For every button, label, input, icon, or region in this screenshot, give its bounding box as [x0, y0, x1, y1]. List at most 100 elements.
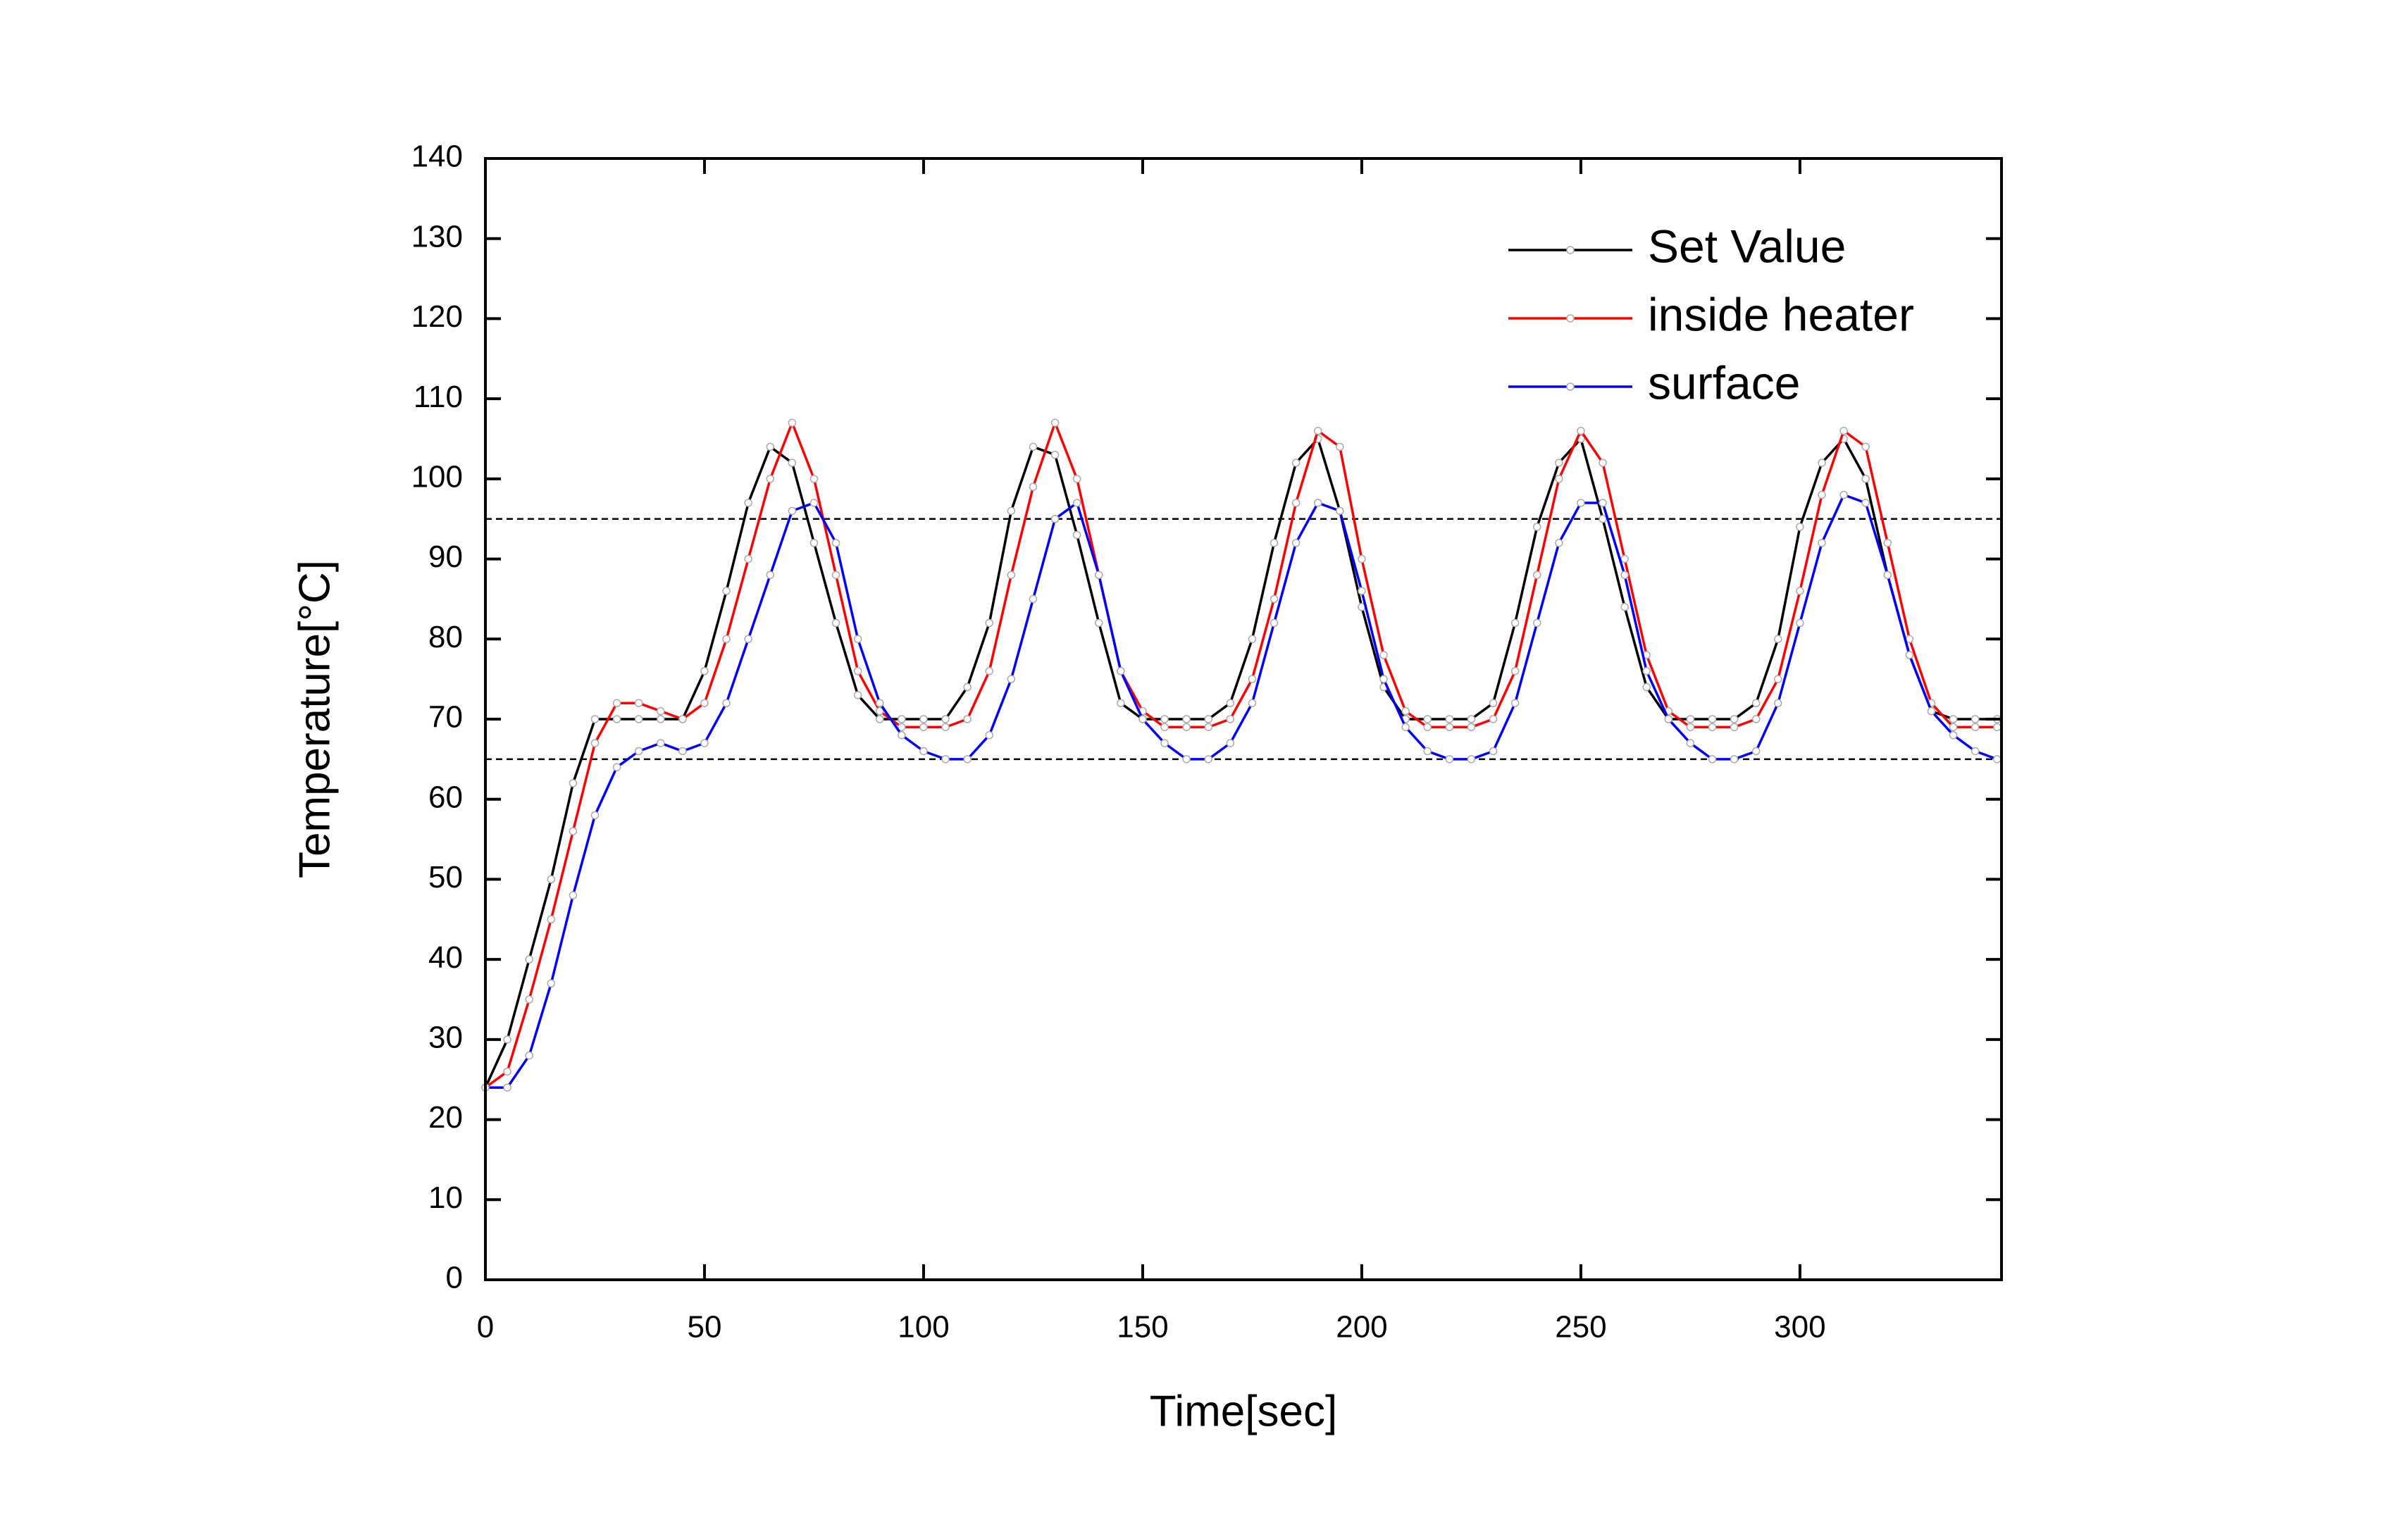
data-point — [1226, 699, 1235, 708]
data-point — [963, 683, 972, 692]
x-tick-label: 100 — [898, 1310, 949, 1345]
data-point — [853, 667, 862, 675]
data-point — [1751, 699, 1761, 708]
data-point — [1160, 739, 1169, 747]
data-point — [634, 715, 643, 723]
y-tick-label: 60 — [428, 780, 463, 814]
data-point — [1510, 699, 1520, 708]
data-point — [963, 715, 972, 723]
data-point — [1730, 723, 1739, 732]
data-point — [612, 715, 621, 723]
data-point — [1774, 699, 1782, 708]
data-point — [919, 723, 928, 732]
data-point — [876, 715, 884, 723]
data-point — [1642, 667, 1651, 675]
data-point — [1270, 594, 1279, 604]
data-point — [831, 539, 840, 547]
data-point — [1117, 699, 1125, 708]
data-point — [1620, 603, 1629, 611]
data-point — [678, 715, 687, 723]
data-point — [700, 667, 709, 675]
data-point — [1401, 706, 1410, 716]
data-point — [1751, 715, 1761, 723]
data-point — [722, 635, 731, 644]
data-point — [1861, 475, 1870, 483]
data-point — [1226, 739, 1235, 747]
data-point — [525, 995, 533, 1004]
data-point — [1050, 450, 1060, 459]
legend-marker — [1566, 246, 1575, 254]
data-point — [1095, 571, 1103, 580]
data-point — [1467, 755, 1476, 764]
data-point — [1905, 651, 1914, 659]
data-point — [700, 739, 709, 747]
data-point — [1248, 699, 1257, 708]
data-point — [853, 691, 862, 699]
data-point — [1226, 715, 1235, 723]
data-point — [941, 755, 950, 764]
data-point — [1248, 675, 1257, 683]
data-point — [1510, 618, 1520, 628]
series-line — [484, 436, 1997, 1088]
data-point — [985, 667, 994, 675]
data-point — [547, 875, 556, 884]
data-point — [525, 955, 533, 964]
data-point — [657, 715, 665, 723]
data-point — [569, 827, 578, 835]
data-point — [1204, 715, 1212, 723]
data-point — [898, 730, 906, 740]
data-point — [876, 699, 884, 708]
data-point — [678, 747, 687, 756]
data-point — [1204, 755, 1212, 764]
x-tick-label: 200 — [1336, 1310, 1387, 1345]
data-point — [1686, 739, 1695, 747]
data-point — [1599, 459, 1607, 467]
data-point — [1007, 571, 1016, 580]
data-point — [1423, 723, 1432, 732]
data-point — [941, 723, 950, 732]
data-point — [1467, 723, 1476, 732]
data-point — [1839, 490, 1848, 499]
data-point — [1751, 747, 1761, 756]
data-point — [547, 915, 556, 924]
data-point — [1796, 523, 1804, 531]
data-point — [1555, 459, 1563, 467]
data-point — [1708, 755, 1717, 764]
data-point — [898, 723, 906, 732]
data-point — [1927, 706, 1936, 716]
data-point — [1358, 554, 1366, 563]
data-point — [1664, 715, 1673, 723]
data-point — [1445, 755, 1454, 764]
data-point — [1796, 618, 1804, 628]
data-point — [1072, 530, 1081, 540]
data-point — [766, 442, 775, 451]
data-point — [1555, 475, 1563, 483]
y-tick-label: 0 — [446, 1261, 463, 1295]
data-point — [744, 499, 752, 507]
data-point — [1182, 723, 1191, 732]
data-point — [809, 499, 819, 507]
data-point — [1291, 459, 1301, 467]
data-point — [1599, 514, 1607, 523]
data-point — [657, 739, 665, 747]
data-point — [1050, 514, 1060, 523]
data-point — [1336, 506, 1344, 516]
y-tick-label: 80 — [428, 620, 463, 654]
data-point — [612, 699, 621, 708]
data-point — [1839, 426, 1848, 435]
data-point — [1532, 571, 1541, 580]
data-point — [1993, 723, 2002, 732]
data-point — [1599, 499, 1607, 507]
data-point — [1358, 587, 1366, 595]
data-point — [1686, 723, 1695, 732]
data-point — [503, 1035, 511, 1044]
data-point — [634, 699, 643, 708]
data-point — [1313, 426, 1322, 435]
legend-marker — [1566, 314, 1575, 323]
data-point — [657, 706, 665, 716]
data-point — [503, 1067, 511, 1076]
data-point — [766, 571, 775, 580]
data-point — [898, 715, 906, 723]
data-point — [1072, 475, 1081, 483]
data-point — [590, 715, 600, 723]
